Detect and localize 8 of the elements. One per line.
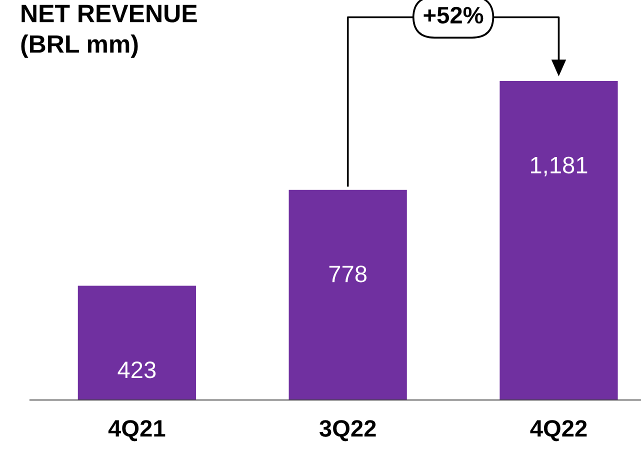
x-tick-label: 4Q22	[530, 420, 587, 442]
x-tick-label: 3Q22	[320, 420, 376, 442]
x-tick-label: 4Q21	[108, 420, 166, 442]
chart-title: NET REVENUE (BRL mm)	[21, 4, 197, 58]
data-label: 1,181	[531, 156, 588, 176]
text: +52%	[424, 6, 484, 24]
data-label: 423	[118, 361, 156, 378]
data-label: 778	[329, 266, 367, 282]
